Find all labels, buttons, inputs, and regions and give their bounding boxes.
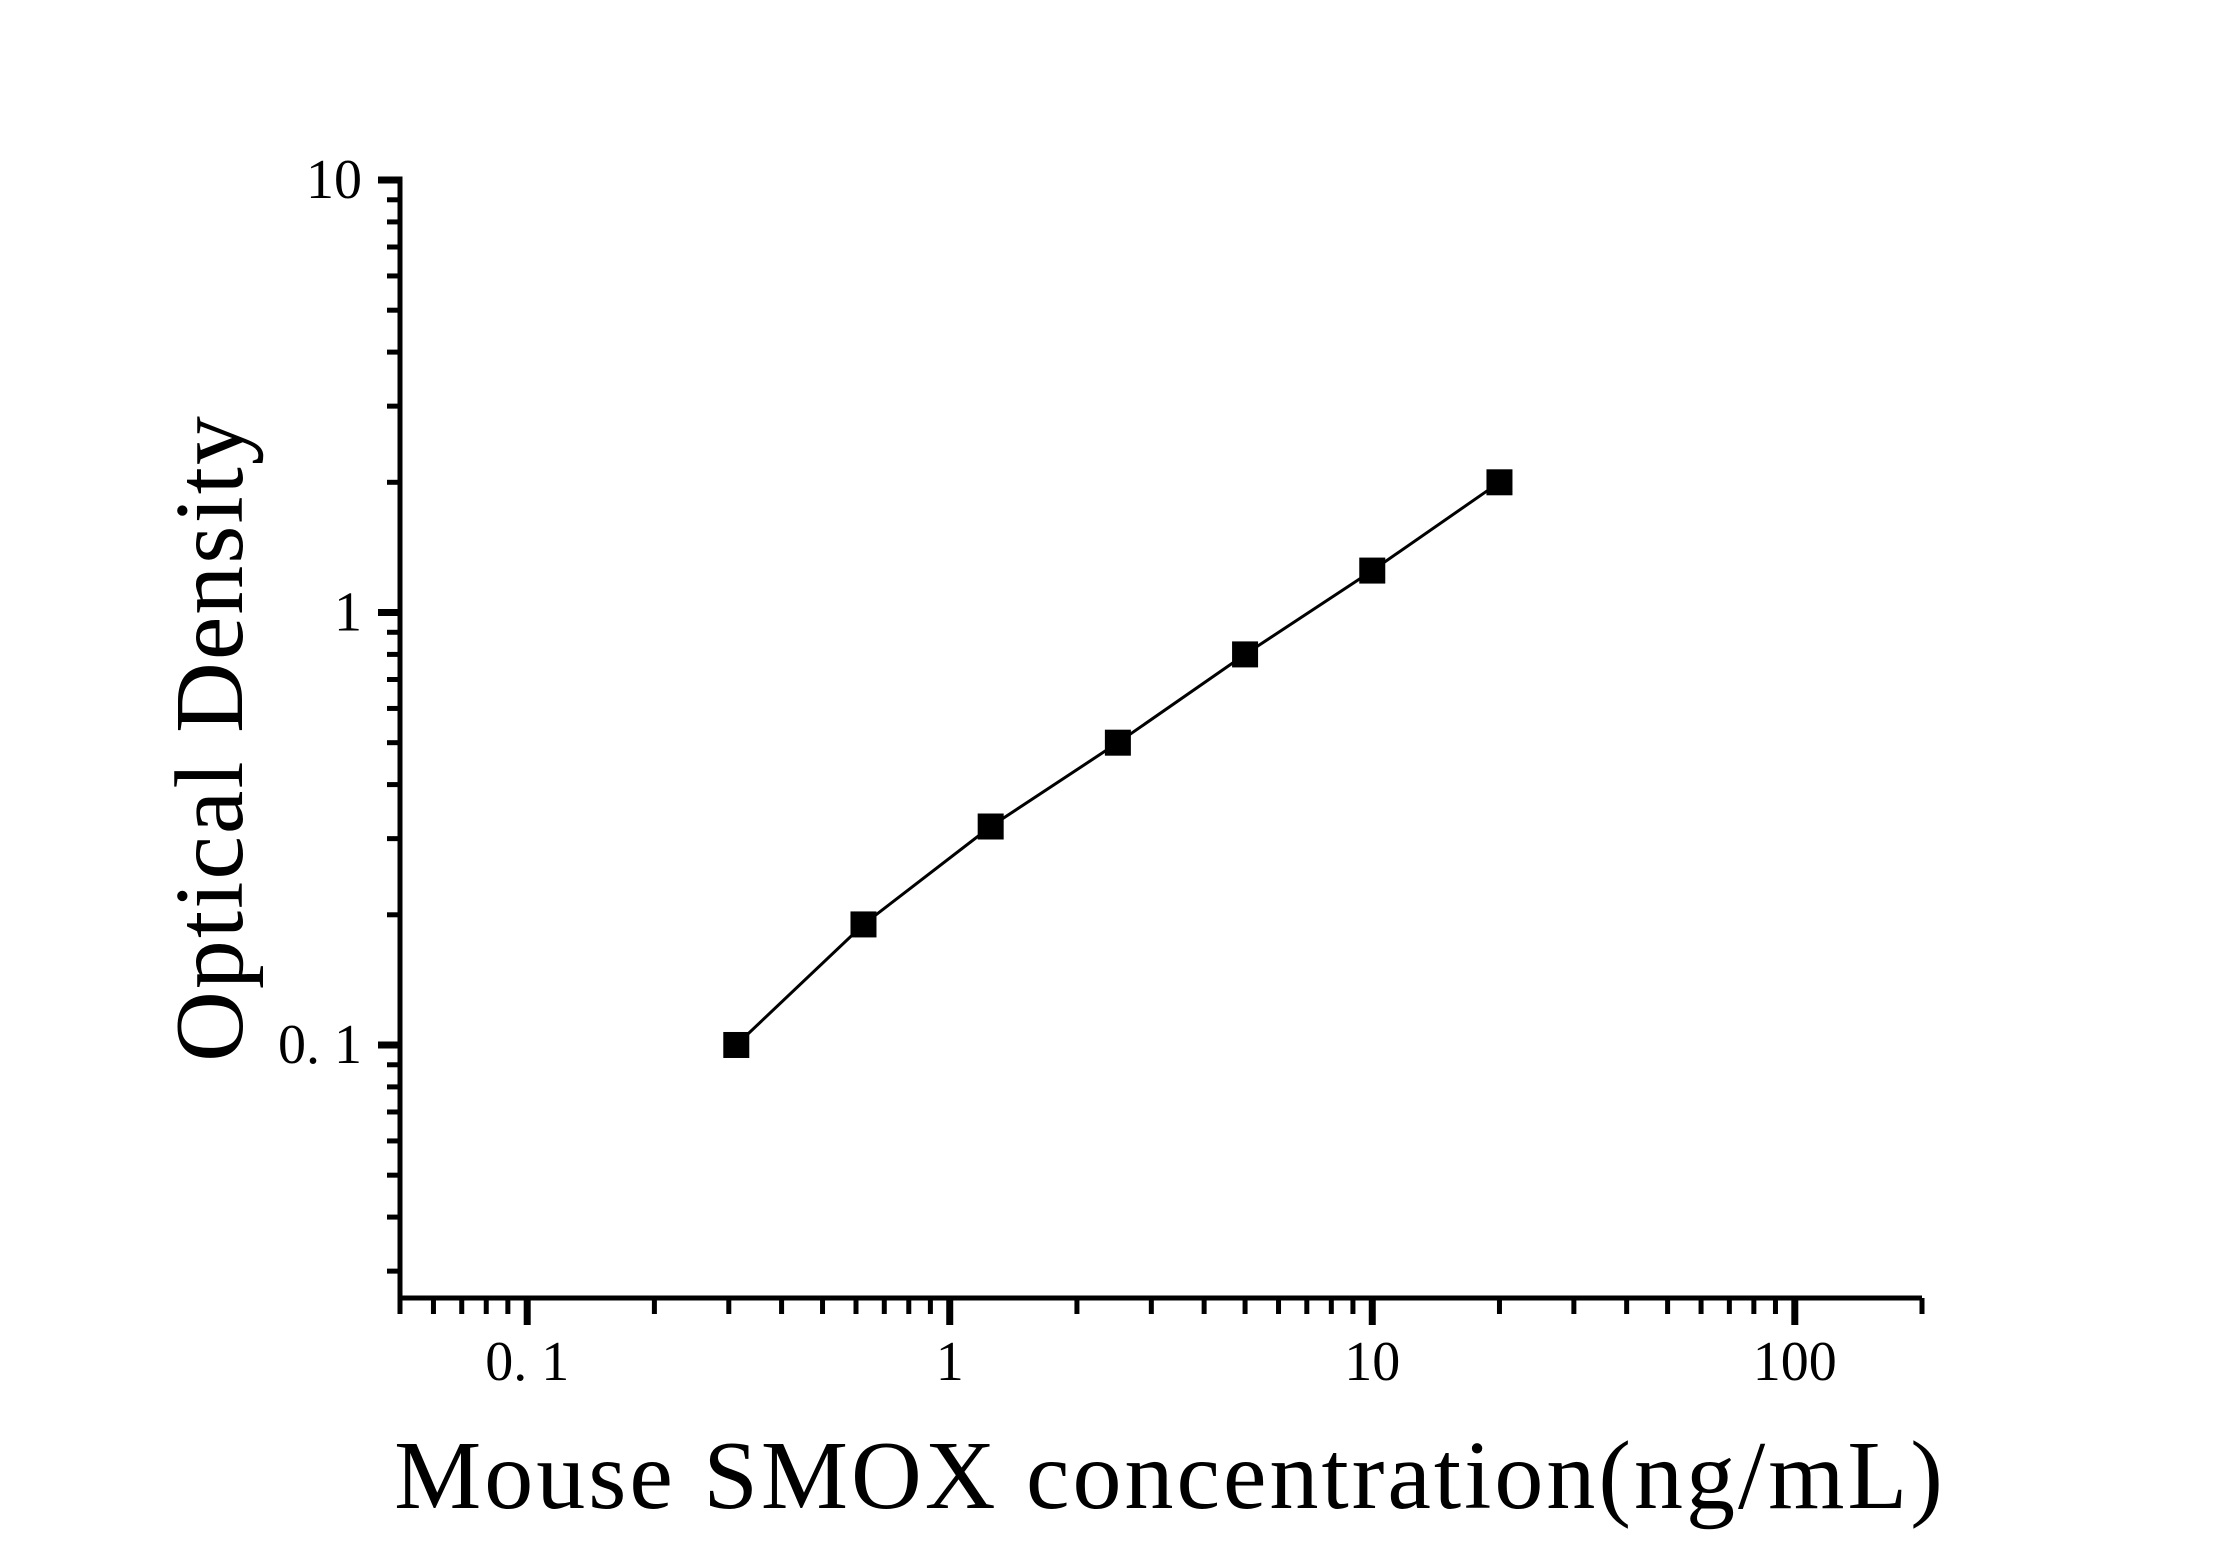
x-axis-title: Mouse SMOX concentration(ng/mL) bbox=[394, 1422, 1946, 1530]
x-tick-label: 10 bbox=[1344, 1331, 1400, 1393]
y-axis: 0. 1 1 10 bbox=[278, 149, 403, 1301]
data-point-marker bbox=[1486, 469, 1513, 496]
y-axis-title: Optical Density bbox=[156, 414, 264, 1062]
y-tick-label: 10 bbox=[306, 149, 362, 211]
x-tick-label: 100 bbox=[1753, 1331, 1837, 1393]
data-point-marker bbox=[977, 813, 1004, 840]
data-point-marker bbox=[723, 1031, 750, 1058]
y-tick-label: 1 bbox=[334, 581, 362, 643]
y-tick-label: 0. 1 bbox=[278, 1014, 362, 1076]
x-axis: 0. 1 1 10 100 bbox=[397, 1295, 1925, 1393]
data-point-marker bbox=[850, 911, 877, 938]
data-point-marker bbox=[1104, 729, 1131, 756]
data-point-marker bbox=[1232, 641, 1259, 668]
data-point-marker bbox=[1359, 557, 1386, 584]
x-tick-label: 0. 1 bbox=[485, 1331, 569, 1393]
standard-curve-series bbox=[723, 469, 1513, 1058]
x-tick-label: 1 bbox=[936, 1331, 964, 1393]
